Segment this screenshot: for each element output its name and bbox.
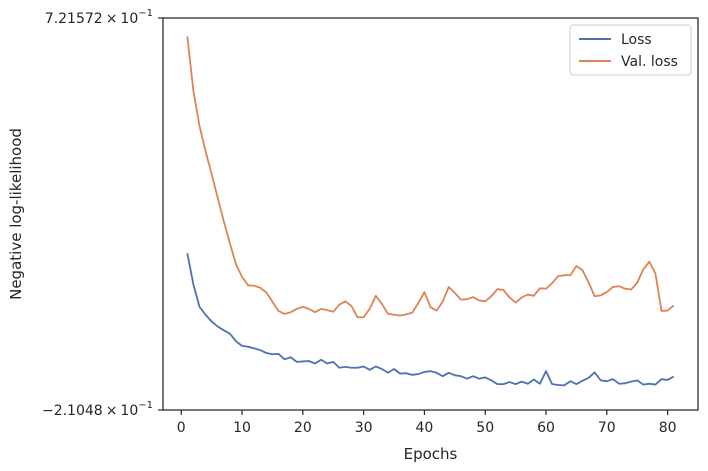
y-axis-ticks: 7.21572 × 10−1 −2.1048 × 10−1 <box>42 8 163 419</box>
y-tick-label-top: 7.21572 × 10−1 <box>45 8 153 27</box>
x-tick-label-20: 20 <box>294 420 312 436</box>
y-tick-label-bottom: −2.1048 × 10−1 <box>42 400 153 419</box>
legend-label-loss: Loss <box>621 32 652 48</box>
series-line-val-loss <box>186 36 675 319</box>
y-tick-top-base: 10 <box>120 11 138 27</box>
x-tick-label-80: 80 <box>659 420 677 436</box>
legend: Loss Val. loss <box>569 24 692 76</box>
x-tick-label-40: 40 <box>416 420 434 436</box>
y-tick-top-exponent: −1 <box>138 8 153 19</box>
legend-box <box>569 24 692 76</box>
y-tick-bottom-mantissa: −2.1048 <box>42 403 103 419</box>
legend-label-val-loss: Val. loss <box>621 54 678 70</box>
y-axis-label: Negative log-likelihood <box>7 128 25 300</box>
x-tick-label-0: 0 <box>177 420 186 436</box>
x-tick-label-50: 50 <box>476 420 494 436</box>
plot-frame <box>162 17 699 411</box>
y-tick-bottom-exponent: −1 <box>138 400 153 411</box>
x-axis-ticks: 0 10 20 30 40 50 60 70 80 <box>177 410 677 436</box>
x-tick-label-70: 70 <box>598 420 616 436</box>
x-axis-label: Epochs <box>404 445 458 463</box>
y-tick-top-mantissa: 7.21572 <box>45 11 103 27</box>
x-tick-label-10: 10 <box>233 420 251 436</box>
x-tick-label-60: 60 <box>537 420 555 436</box>
y-tick-bottom-base: 10 <box>120 403 138 419</box>
plot-lines <box>186 36 675 387</box>
x-tick-label-30: 30 <box>355 420 373 436</box>
series-line-loss <box>186 253 675 387</box>
